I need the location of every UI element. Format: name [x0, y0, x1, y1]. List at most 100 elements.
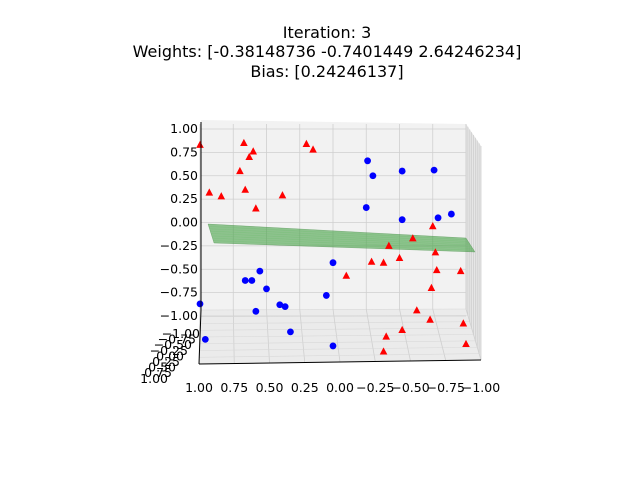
triangle-point	[217, 192, 226, 200]
floor-gridline	[432, 308, 447, 361]
x-tick-label: 0.75	[220, 380, 248, 395]
x-tick-label: 0.00	[326, 380, 354, 395]
plane-mesh-line	[213, 240, 474, 251]
plane-mesh-line	[211, 235, 472, 248]
triangle-point	[252, 204, 260, 212]
z-tick-label: 0.25	[170, 191, 198, 206]
circle-point	[364, 157, 371, 165]
z-tick-label: 0.50	[170, 168, 198, 183]
triangle-point	[426, 315, 434, 323]
z-tick-label: −0.50	[160, 261, 198, 276]
floor-gridline	[299, 308, 306, 363]
triangle-point	[432, 265, 441, 274]
y-tick-label: −0.50	[154, 337, 192, 352]
circle-point	[263, 285, 270, 293]
chart-title-line-1: Iteration: 3	[283, 23, 372, 42]
chart-title-line-2: Weights: [-0.38148736 -0.7401449 2.64246…	[133, 42, 522, 61]
triangle-point	[459, 319, 468, 327]
floor-gridline	[399, 308, 411, 362]
data-points	[196, 138, 470, 355]
triangle-point	[409, 234, 417, 242]
x-tick-label: 0.25	[291, 380, 319, 395]
floor-depth-gridline	[199, 340, 476, 345]
floor-gridline	[266, 308, 270, 364]
z-tick-label: 1.00	[170, 121, 198, 136]
triangle-point	[342, 271, 351, 279]
triangle-point	[379, 347, 388, 355]
circle-point	[287, 328, 294, 336]
chart-title-line-3: Bias: [0.24246137]	[250, 62, 403, 81]
triangle-point	[302, 139, 311, 147]
triangle-point	[427, 283, 436, 291]
plane-mesh-line	[209, 228, 469, 242]
circle-point	[447, 210, 455, 218]
floor-depth-gridline	[200, 308, 467, 311]
triangle-point	[456, 266, 465, 275]
y-tick-label: −0.75	[158, 332, 196, 347]
circle-point	[248, 277, 256, 284]
circle-point	[329, 342, 337, 350]
y-tick-label: 0.50	[148, 360, 176, 375]
z-tick-label: 0.75	[170, 144, 198, 159]
x-tick-label: −1.00	[462, 380, 500, 395]
z-tick-label: −1.00	[160, 308, 198, 323]
triangle-point	[367, 257, 376, 265]
circle-point	[434, 214, 442, 222]
floor-depth-gridline	[199, 353, 480, 358]
circle-point	[252, 307, 260, 315]
floor-gridline	[232, 308, 235, 364]
tick-labels: 1.000.750.500.250.00−0.25−0.50−0.75−1.00…	[140, 121, 500, 395]
x-tick-label: 1.00	[185, 380, 213, 395]
circle-point	[201, 335, 209, 343]
circle-point	[322, 292, 330, 299]
circle-point	[398, 216, 406, 224]
triangle-point	[412, 306, 421, 314]
circle-point	[430, 166, 438, 174]
z-tick-label: 0.00	[170, 215, 198, 230]
y-tick-label: 1.00	[140, 371, 168, 386]
axis-lines	[198, 122, 482, 365]
y-tick-label: −1.00	[162, 326, 200, 341]
y-tick-label: 0.25	[152, 354, 180, 369]
floor-depth-gridline	[199, 334, 474, 338]
circle-point	[281, 303, 289, 311]
circle-point	[276, 301, 284, 309]
triangle-point	[278, 191, 287, 199]
triangle-point	[196, 140, 204, 148]
back-pane	[201, 120, 466, 310]
x-tick-label: −0.50	[391, 380, 429, 395]
x-axis-line	[198, 359, 482, 365]
plane-mesh-line	[212, 237, 473, 249]
triangle-point	[241, 185, 250, 193]
y-axis-line	[198, 309, 202, 365]
circle-point	[241, 277, 249, 284]
decision-plane	[207, 223, 476, 253]
triangle-point	[462, 339, 470, 348]
triangle-point	[205, 188, 214, 196]
circle-point	[362, 204, 370, 211]
triangle-point	[395, 253, 404, 262]
triangle-point	[431, 248, 440, 256]
circle-point	[256, 267, 264, 275]
floor-depth-gridline	[199, 346, 478, 351]
triangle-point	[236, 166, 244, 175]
triangle-point	[398, 325, 406, 334]
triangle-point	[382, 332, 390, 340]
triangle-point	[240, 138, 248, 147]
circle-point	[369, 172, 377, 180]
circle-point	[398, 167, 406, 175]
x-tick-label: −0.75	[427, 380, 465, 395]
gridlines	[198, 124, 482, 365]
floor-pane	[199, 309, 481, 364]
x-tick-label: 0.50	[256, 380, 284, 395]
triangle-point	[309, 145, 317, 153]
floor-gridline	[365, 308, 376, 362]
floor-gridline	[465, 308, 482, 361]
triangle-point	[385, 241, 393, 249]
y-tick-label: 0.00	[156, 348, 184, 363]
triangle-point	[249, 147, 257, 155]
y-tick-label: −0.25	[150, 343, 188, 358]
decision-plane-layer	[207, 223, 476, 253]
triangle-point	[379, 258, 388, 266]
